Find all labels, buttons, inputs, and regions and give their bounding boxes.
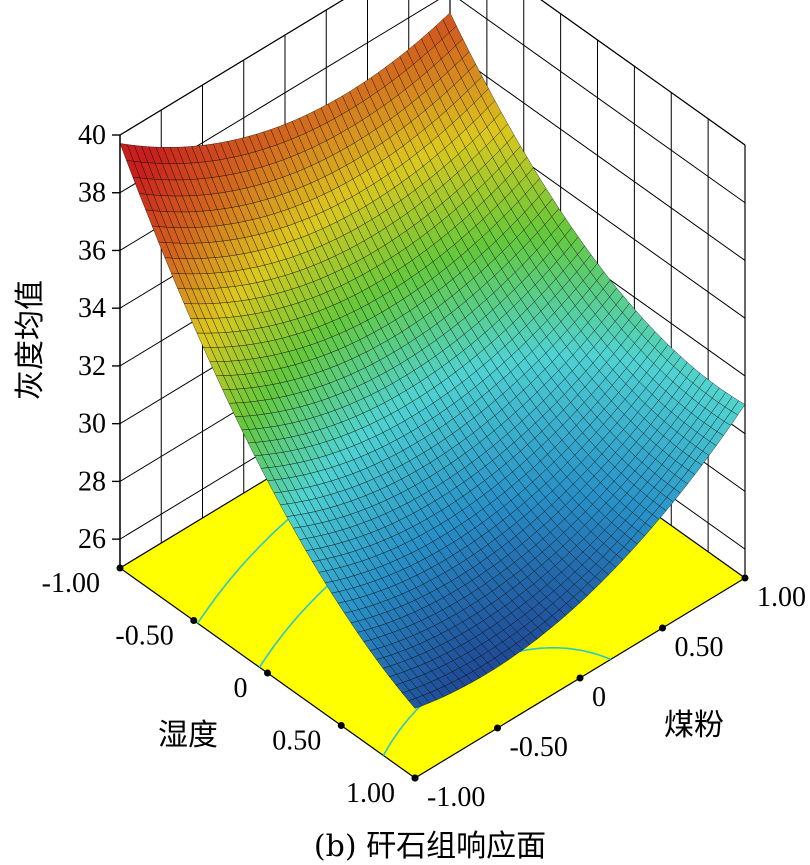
y-tick: [411, 774, 419, 782]
grid-line: [119, 0, 746, 204]
z-tick-label: 30: [78, 409, 106, 440]
z-tick-label: 38: [78, 178, 106, 209]
surface-cell: [408, 697, 423, 709]
z-tick-label: 34: [78, 293, 106, 324]
x-tick: [337, 722, 345, 729]
z-tick-label: 32: [78, 351, 106, 382]
x-tick: [116, 564, 124, 572]
y-tick: [576, 674, 584, 682]
y-tick-label: -1.00: [427, 782, 485, 813]
axes: 26 28 30 32 34 36 38 40 -1.00 -0.50 0 0.50 1.00 -1.00…: [42, 120, 806, 813]
x-tick-label: -0.50: [115, 621, 173, 652]
response-surface: [119, 12, 746, 709]
y-tick: [494, 724, 501, 732]
z-tick-label: 28: [78, 466, 106, 497]
y-tick-label: 1.00: [757, 582, 806, 613]
wall-top-edge: [119, 0, 746, 146]
y-tick: [741, 574, 749, 582]
y-axis-label: 煤粉: [664, 708, 724, 743]
y-tick-label: 0.50: [675, 632, 724, 663]
figure-caption: (b) 矸石组响应面: [314, 829, 546, 864]
y-tick-label: 0: [592, 682, 606, 713]
z-axis-label: 灰度均值: [13, 280, 48, 400]
y-tick-label: -0.50: [510, 732, 568, 763]
x-tick-label: 0.50: [272, 726, 321, 757]
x-tick: [190, 617, 198, 624]
x-tick-label: 1.00: [346, 778, 395, 809]
z-tick-label: 26: [78, 524, 106, 555]
x-tick: [264, 669, 271, 677]
z-tick-label: 36: [78, 235, 106, 266]
x-tick-label: -1.00: [42, 568, 100, 599]
x-axis-label: 湿度: [158, 718, 218, 753]
z-tick-label: 40: [78, 120, 106, 151]
x-tick-label: 0: [234, 673, 248, 704]
y-tick: [659, 624, 666, 632]
